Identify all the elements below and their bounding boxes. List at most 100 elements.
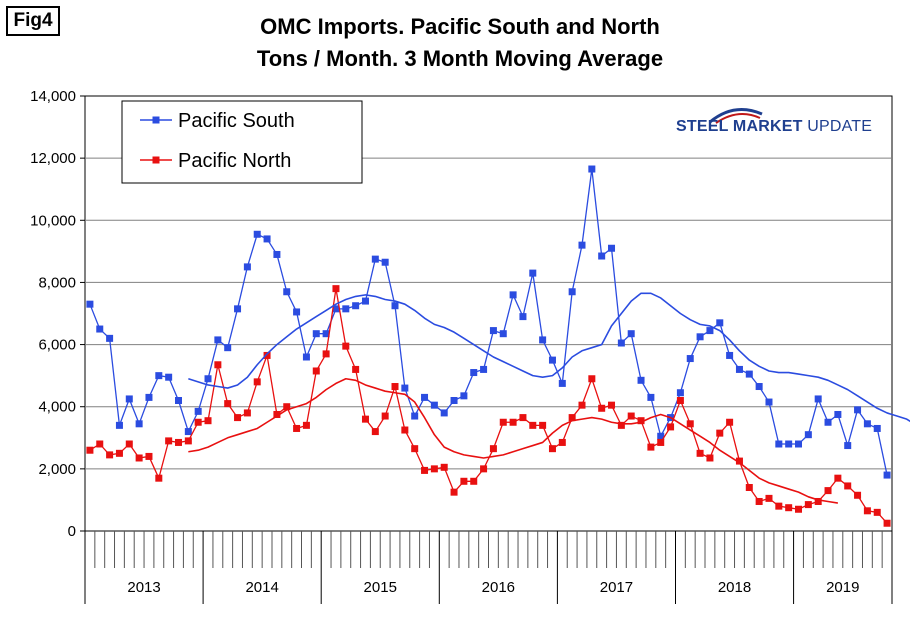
data-point [745, 370, 753, 378]
data-point [135, 420, 143, 428]
data-point [775, 502, 783, 510]
data-point [470, 477, 478, 485]
data-point [686, 420, 694, 428]
data-point [489, 327, 497, 335]
data-point [293, 308, 301, 316]
data-point [883, 519, 891, 527]
legend-label: Pacific South [178, 110, 295, 132]
data-point [450, 488, 458, 496]
data-point [125, 440, 133, 448]
logo-swoosh-icon [709, 108, 763, 124]
legend-marker [152, 116, 160, 124]
data-point [726, 351, 734, 359]
data-point [568, 414, 576, 422]
data-point [627, 330, 635, 338]
data-point [312, 330, 320, 338]
data-point [460, 477, 468, 485]
moving-average-line [188, 292, 910, 423]
data-point [775, 440, 783, 448]
data-point [854, 491, 862, 499]
data-point [883, 471, 891, 479]
data-point [125, 395, 133, 403]
data-point [450, 397, 458, 404]
data-point [667, 423, 675, 431]
legend [121, 100, 363, 184]
data-point [588, 165, 596, 173]
data-point [578, 401, 586, 409]
data-point [234, 414, 242, 422]
data-point [243, 263, 251, 271]
data-point [873, 508, 881, 516]
x-year-label: 2018 [718, 579, 751, 596]
data-point [135, 454, 143, 462]
y-tick-label: 10,000 [30, 212, 76, 229]
x-year-label: 2013 [127, 579, 160, 596]
data-point [745, 484, 753, 491]
data-point [499, 330, 507, 338]
data-point [302, 421, 310, 429]
data-point [509, 291, 517, 299]
data-point [539, 421, 547, 429]
data-point [194, 407, 202, 415]
data-point [617, 421, 625, 429]
data-point [184, 437, 192, 445]
data-point [293, 424, 301, 432]
x-year-label: 2014 [245, 579, 278, 596]
legend-marker [152, 156, 160, 164]
data-point [863, 507, 871, 515]
series-line-pacific-south [89, 168, 888, 476]
data-point [873, 424, 881, 432]
data-point [283, 403, 291, 411]
data-point [421, 393, 429, 401]
data-point [283, 288, 291, 296]
y-tick-label: 12,000 [30, 150, 76, 167]
y-tick-label: 4,000 [38, 399, 76, 416]
data-point [115, 449, 123, 457]
data-point [184, 428, 192, 436]
data-point [165, 373, 173, 381]
data-point [647, 393, 655, 401]
data-point [657, 438, 665, 446]
chart-title: OMC Imports. Pacific South and North [260, 14, 660, 39]
data-point [529, 421, 537, 429]
data-point [519, 313, 527, 321]
data-point [558, 438, 566, 446]
data-point [765, 398, 773, 406]
chart-subtitle: Tons / Month. 3 Month Moving Average [256, 46, 664, 71]
data-point [224, 400, 232, 408]
data-point [726, 418, 734, 426]
data-point [568, 288, 576, 296]
data-point [627, 412, 635, 420]
data-point [844, 442, 852, 450]
data-point [637, 376, 645, 384]
data-point [214, 336, 222, 344]
data-point [863, 420, 871, 428]
data-point [834, 410, 842, 418]
data-point [174, 438, 182, 446]
data-point [548, 356, 556, 364]
data-point [411, 412, 419, 420]
y-tick-label: 8,000 [38, 274, 76, 291]
data-point [676, 397, 684, 404]
data-point [253, 230, 261, 238]
data-point [234, 305, 242, 313]
data-point [96, 440, 104, 448]
data-point [460, 392, 468, 400]
data-point [263, 235, 271, 243]
data-point [657, 432, 665, 440]
data-point [499, 418, 507, 426]
data-point [588, 375, 596, 383]
data-point [342, 342, 350, 350]
data-point [430, 465, 438, 473]
series-line-pacific-north [89, 287, 888, 524]
data-point [804, 501, 812, 509]
data-point [844, 482, 852, 490]
data-point [401, 384, 409, 392]
data-point [854, 406, 862, 414]
data-point [539, 336, 547, 344]
data-point [735, 457, 743, 465]
data-point [598, 252, 606, 260]
data-point [529, 269, 537, 277]
data-point [814, 497, 822, 505]
data-point [371, 428, 379, 436]
